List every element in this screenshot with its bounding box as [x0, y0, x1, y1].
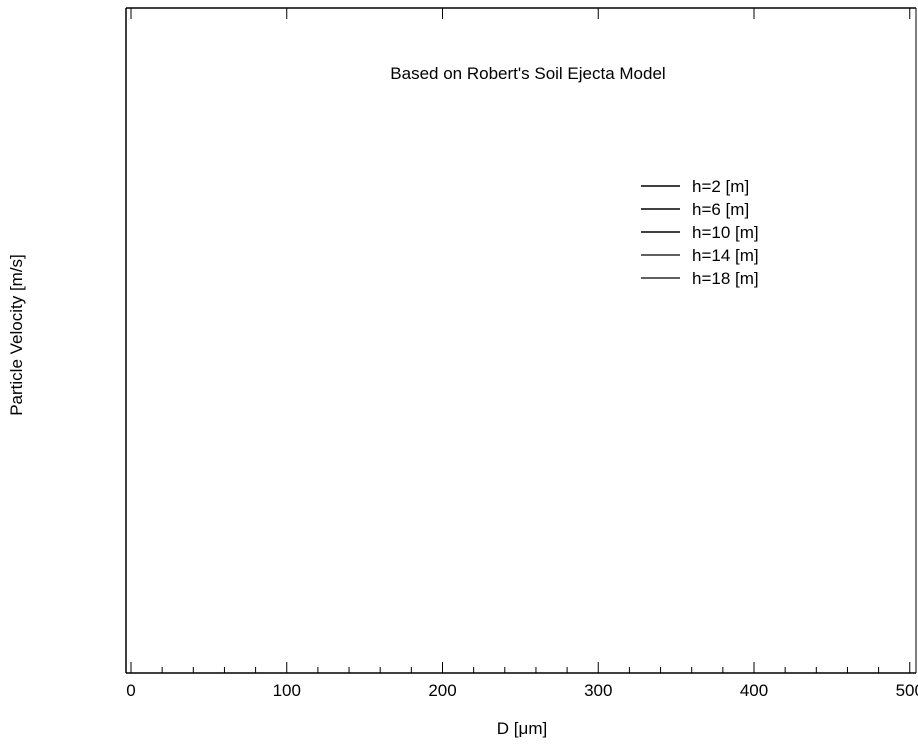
x-tick-label: 0: [126, 681, 135, 700]
x-tick-label: 100: [273, 681, 301, 700]
legend-label: h=14 [m]: [692, 246, 759, 265]
y-axis-label: Particle Velocity [m/s]: [7, 254, 26, 416]
x-tick-label: 400: [740, 681, 768, 700]
legend: h=2 [m] h=6 [m] h=10 [m] h=14 [m] h=18 [m]: [641, 177, 759, 288]
tick-layer: 0100200300400500567891002345678910002: [126, 8, 918, 700]
legend-label: h=2 [m]: [692, 177, 749, 196]
legend-label: h=18 [m]: [692, 269, 759, 288]
chart-title: Based on Robert's Soil Ejecta Model: [390, 64, 665, 83]
x-tick-label: 200: [428, 681, 456, 700]
x-axis-label: D [μm]: [497, 719, 547, 738]
legend-label: h=6 [m]: [692, 200, 749, 219]
legend-label: h=10 [m]: [692, 223, 759, 242]
plot-frame-layer: [125, 7, 917, 674]
x-tick-label: 300: [584, 681, 612, 700]
x-tick-label: 500: [896, 681, 918, 700]
